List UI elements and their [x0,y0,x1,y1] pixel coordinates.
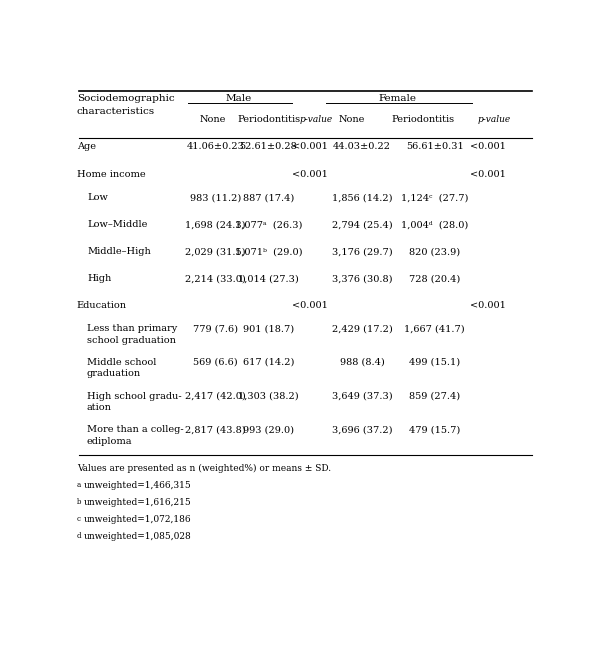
Text: <0.001: <0.001 [292,170,328,179]
Text: p-value: p-value [477,116,511,124]
Text: 1,698 (24.3): 1,698 (24.3) [185,220,246,229]
Text: 993 (29.0): 993 (29.0) [243,425,294,434]
Text: 859 (27.4): 859 (27.4) [409,392,460,401]
Text: 1,014 (27.3): 1,014 (27.3) [238,274,299,283]
Text: Low–Middle: Low–Middle [87,220,147,229]
Text: ediploma: ediploma [87,437,132,446]
Text: 3,649 (37.3): 3,649 (37.3) [332,392,392,401]
Text: 901 (18.7): 901 (18.7) [243,325,294,333]
Text: 3,376 (30.8): 3,376 (30.8) [332,274,392,283]
Text: graduation: graduation [87,370,141,378]
Text: 820 (23.9): 820 (23.9) [409,247,460,256]
Text: 1,004ᵈ  (28.0): 1,004ᵈ (28.0) [401,220,468,229]
Text: 52.61±0.28: 52.61±0.28 [240,142,297,151]
Text: c: c [77,515,81,523]
Text: 44.03±0.22: 44.03±0.22 [333,142,391,151]
Text: <0.001: <0.001 [470,170,506,179]
Text: Sociodemographic: Sociodemographic [77,93,175,103]
Text: 1,667 (41.7): 1,667 (41.7) [405,325,465,333]
Text: 1,124ᶜ  (27.7): 1,124ᶜ (27.7) [401,194,468,202]
Text: Education: Education [77,301,127,310]
Text: 3,176 (29.7): 3,176 (29.7) [332,247,392,256]
Text: 617 (14.2): 617 (14.2) [243,358,294,367]
Text: Periodontitis: Periodontitis [392,116,455,124]
Text: Values are presented as n (weighted%) or means ± SD.: Values are presented as n (weighted%) or… [77,464,331,473]
Text: Home income: Home income [77,170,145,179]
Text: High school gradu-: High school gradu- [87,392,182,401]
Text: ation: ation [87,403,112,412]
Text: 41.06±0.23: 41.06±0.23 [187,142,244,151]
Text: Female: Female [379,93,417,103]
Text: unweighted=1,466,315: unweighted=1,466,315 [83,481,191,490]
Text: High: High [87,274,111,283]
Text: 1,071ᵇ  (29.0): 1,071ᵇ (29.0) [235,247,302,256]
Text: d: d [77,532,81,540]
Text: 3,696 (37.2): 3,696 (37.2) [332,425,392,434]
Text: 569 (6.6): 569 (6.6) [193,358,238,367]
Text: Age: Age [77,142,96,151]
Text: Male: Male [225,93,252,103]
Text: <0.001: <0.001 [470,301,506,310]
Text: 887 (17.4): 887 (17.4) [243,194,294,202]
Text: unweighted=1,085,028: unweighted=1,085,028 [83,532,191,542]
Text: None: None [339,116,365,124]
Text: 479 (15.7): 479 (15.7) [409,425,460,434]
Text: unweighted=1,072,186: unweighted=1,072,186 [83,515,191,524]
Text: More than a colleg-: More than a colleg- [87,425,184,434]
Text: Periodontitis: Periodontitis [237,116,300,124]
Text: Middle school: Middle school [87,358,156,367]
Text: 2,029 (31.5): 2,029 (31.5) [185,247,246,256]
Text: 779 (7.6): 779 (7.6) [193,325,238,333]
Text: 728 (20.4): 728 (20.4) [409,274,460,283]
Text: None: None [200,116,226,124]
Text: 2,794 (25.4): 2,794 (25.4) [332,220,392,229]
Text: school graduation: school graduation [87,336,176,345]
Text: 2,417 (42.0): 2,417 (42.0) [185,392,246,401]
Text: unweighted=1,616,215: unweighted=1,616,215 [83,498,191,507]
Text: 1,077ᵃ  (26.3): 1,077ᵃ (26.3) [235,220,302,229]
Text: 1,856 (14.2): 1,856 (14.2) [332,194,392,202]
Text: 2,214 (33.0): 2,214 (33.0) [185,274,246,283]
Text: 988 (8.4): 988 (8.4) [340,358,384,367]
Text: 983 (11.2): 983 (11.2) [190,194,241,202]
Text: 499 (15.1): 499 (15.1) [409,358,460,367]
Text: 1,303 (38.2): 1,303 (38.2) [238,392,299,401]
Text: a: a [77,481,81,489]
Text: characteristics: characteristics [77,106,155,116]
Text: Middle–High: Middle–High [87,247,151,256]
Text: Low: Low [87,194,108,202]
Text: b: b [77,498,81,506]
Text: Less than primary: Less than primary [87,325,177,333]
Text: <0.001: <0.001 [470,142,506,151]
Text: 2,429 (17.2): 2,429 (17.2) [331,325,392,333]
Text: 2,817 (43.8): 2,817 (43.8) [185,425,246,434]
Text: p-value: p-value [299,116,333,124]
Text: <0.001: <0.001 [292,301,328,310]
Text: 56.61±0.31: 56.61±0.31 [406,142,464,151]
Text: <0.001: <0.001 [292,142,328,151]
